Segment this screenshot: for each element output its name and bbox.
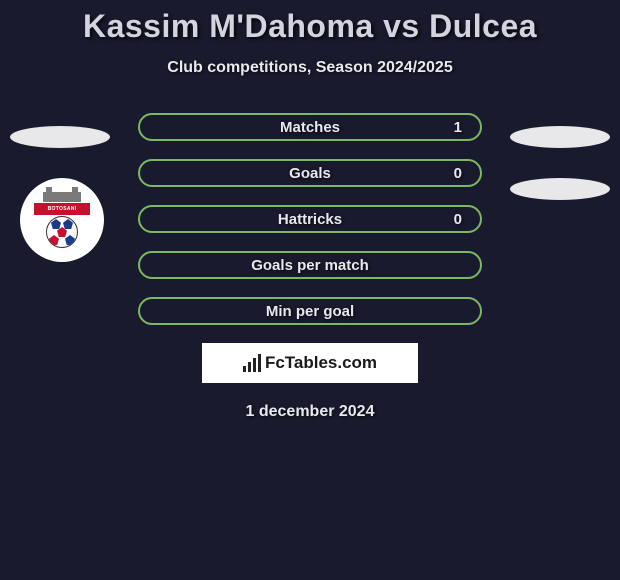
date-label: 1 december 2024 <box>0 403 620 421</box>
stat-label: Min per goal <box>266 303 354 320</box>
stat-value: 1 <box>454 119 462 136</box>
stat-row: Min per goal <box>0 297 620 325</box>
stat-pill-min-per-goal: Min per goal <box>138 297 482 325</box>
stat-label: Goals per match <box>251 257 369 274</box>
stat-pill-matches: Matches 1 <box>138 113 482 141</box>
stat-row: Goals 0 <box>0 159 620 187</box>
stat-pill-hattricks: Hattricks 0 <box>138 205 482 233</box>
page-subtitle: Club competitions, Season 2024/2025 <box>0 59 620 77</box>
stat-value: 0 <box>454 211 462 228</box>
stat-row: Hattricks 0 <box>0 205 620 233</box>
stat-pill-goals-per-match: Goals per match <box>138 251 482 279</box>
stat-label: Goals <box>289 165 331 182</box>
stat-row: Goals per match <box>0 251 620 279</box>
bar-chart-icon <box>243 354 261 372</box>
brand-text: FcTables.com <box>265 353 377 373</box>
stat-rows: Matches 1 Goals 0 Hattricks 0 Goals per … <box>0 113 620 325</box>
stat-row: Matches 1 <box>0 113 620 141</box>
stat-pill-goals: Goals 0 <box>138 159 482 187</box>
page-title: Kassim M'Dahoma vs Dulcea <box>0 8 620 45</box>
stat-label: Hattricks <box>278 211 342 228</box>
brand-box: FcTables.com <box>202 343 418 383</box>
infographic-container: Kassim M'Dahoma vs Dulcea Club competiti… <box>0 0 620 421</box>
stat-label: Matches <box>280 119 340 136</box>
stat-value: 0 <box>454 165 462 182</box>
